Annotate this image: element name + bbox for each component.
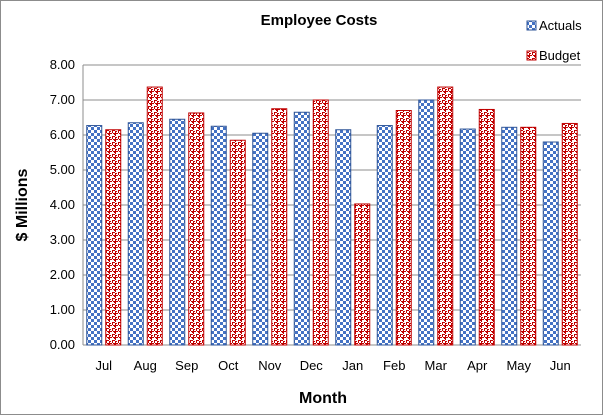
bar-budget-jan[interactable]	[355, 204, 370, 345]
y-tick-labels: 0.00 1.00 2.00 3.00 4.00 5.00 6.00 7.00 8.00	[50, 57, 75, 352]
bar-actuals-jun[interactable]	[543, 142, 558, 345]
bar-actuals-aug[interactable]	[128, 123, 143, 345]
x-tick-label: Aug	[134, 358, 157, 373]
legend-item-actuals[interactable]: Actuals	[527, 18, 582, 33]
bar-budget-apr[interactable]	[479, 109, 494, 345]
bar-budget-jul[interactable]	[106, 130, 121, 345]
bar-budget-sep[interactable]	[189, 113, 204, 345]
bar-budget-feb[interactable]	[396, 111, 411, 346]
bar-budget-oct[interactable]	[230, 140, 245, 345]
chart-title: Employee Costs	[261, 12, 378, 29]
x-tick-label: Feb	[383, 358, 405, 373]
legend-label-actuals: Actuals	[539, 18, 582, 33]
bar-budget-may[interactable]	[521, 127, 536, 345]
legend: Actuals Budget	[527, 18, 582, 63]
x-tick-label: May	[506, 358, 531, 373]
bar-actuals-feb[interactable]	[377, 126, 392, 345]
y-tick-label: 4.00	[50, 197, 75, 212]
y-tick-label: 6.00	[50, 127, 75, 142]
y-tick-label: 3.00	[50, 232, 75, 247]
y-tick-label: 7.00	[50, 92, 75, 107]
x-tick-label: Sep	[175, 358, 198, 373]
bar-budget-mar[interactable]	[438, 87, 453, 345]
x-tick-label: Apr	[467, 358, 488, 373]
bar-budget-dec[interactable]	[313, 100, 328, 345]
x-tick-label: Oct	[218, 358, 239, 373]
y-tick-label: 5.00	[50, 162, 75, 177]
legend-item-budget[interactable]: Budget	[527, 48, 581, 63]
bar-actuals-oct[interactable]	[211, 126, 226, 345]
x-tick-label: Nov	[258, 358, 282, 373]
x-tick-label: Jan	[342, 358, 363, 373]
x-tick-labels: Jul Aug Sep Oct Nov Dec Jan Feb Mar Apr May Jun	[95, 358, 570, 373]
y-tick-label: 0.00	[50, 337, 75, 352]
bar-actuals-sep[interactable]	[170, 119, 185, 345]
bar-actuals-dec[interactable]	[294, 112, 309, 345]
bar-budget-aug[interactable]	[147, 87, 162, 345]
legend-label-budget: Budget	[539, 48, 581, 63]
bar-budget-nov[interactable]	[272, 109, 287, 345]
y-axis-label: $ Millions	[14, 168, 31, 241]
bars	[87, 87, 578, 345]
x-tick-label: Jun	[550, 358, 571, 373]
bar-actuals-may[interactable]	[502, 127, 517, 345]
legend-swatch-actuals	[527, 21, 536, 30]
bar-actuals-mar[interactable]	[419, 100, 434, 345]
bar-actuals-jan[interactable]	[336, 130, 351, 345]
y-tick-label: 8.00	[50, 57, 75, 72]
legend-swatch-budget	[527, 51, 536, 60]
x-axis-label: Month	[299, 390, 347, 407]
y-tick-label: 1.00	[50, 302, 75, 317]
bar-budget-jun[interactable]	[562, 123, 577, 345]
y-tick-label: 2.00	[50, 267, 75, 282]
bar-actuals-apr[interactable]	[460, 129, 475, 345]
bar-actuals-jul[interactable]	[87, 126, 102, 345]
bar-actuals-nov[interactable]	[253, 133, 268, 345]
x-tick-label: Dec	[300, 358, 324, 373]
x-tick-label: Mar	[425, 358, 448, 373]
x-tick-label: Jul	[95, 358, 112, 373]
